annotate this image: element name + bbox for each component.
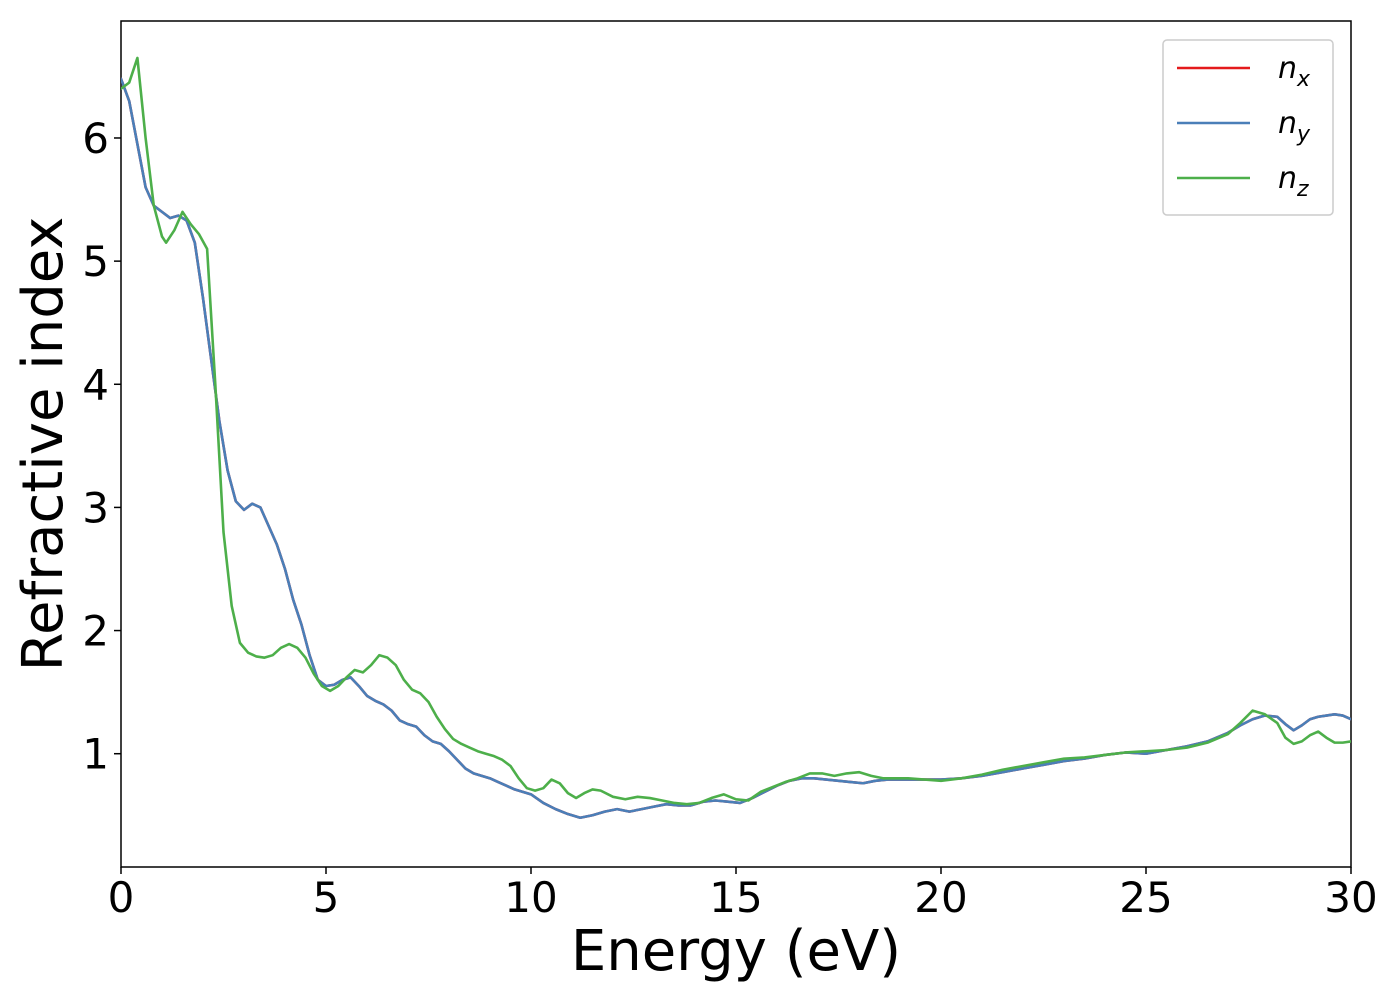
y-axis: 1 2 3 4 5 6 — [82, 114, 121, 779]
x-tick-label: 0 — [108, 873, 135, 922]
x-tick-label: 10 — [504, 873, 557, 922]
plot-frame — [120, 20, 1352, 868]
y-tick-label: 4 — [82, 360, 109, 409]
plot-area — [120, 20, 1352, 868]
legend-label: nz — [1278, 161, 1309, 202]
x-tick-label: 30 — [1324, 873, 1377, 922]
x-tick-label: 20 — [914, 873, 967, 922]
x-axis-title: Energy (eV) — [571, 919, 901, 984]
series-layer — [121, 56, 1351, 820]
y-tick-label: 1 — [82, 730, 109, 779]
y-tick-label: 2 — [82, 607, 109, 656]
y-tick-label: 6 — [82, 114, 109, 163]
legend-item-x: nx — [1177, 51, 1311, 92]
legend-label: ny — [1278, 106, 1311, 147]
legend-items: nx ny nz — [1177, 51, 1311, 202]
x-axis: 0 5 10 15 20 25 30 — [108, 867, 1378, 922]
legend-item-y: ny — [1177, 106, 1311, 147]
y-tick-label: 3 — [82, 483, 109, 532]
x-tick-label: 25 — [1119, 873, 1172, 922]
y-tick-label: 5 — [82, 237, 109, 286]
legend-box — [1162, 39, 1334, 216]
legend: nx ny nz — [1162, 39, 1334, 216]
x-tick-label: 5 — [313, 873, 340, 922]
x-tick-label: 15 — [709, 873, 762, 922]
legend-label: nx — [1278, 51, 1311, 92]
legend-item-z: nz — [1177, 161, 1309, 202]
series-line-z — [121, 56, 1351, 806]
y-axis-title: Refractive index — [11, 217, 76, 672]
